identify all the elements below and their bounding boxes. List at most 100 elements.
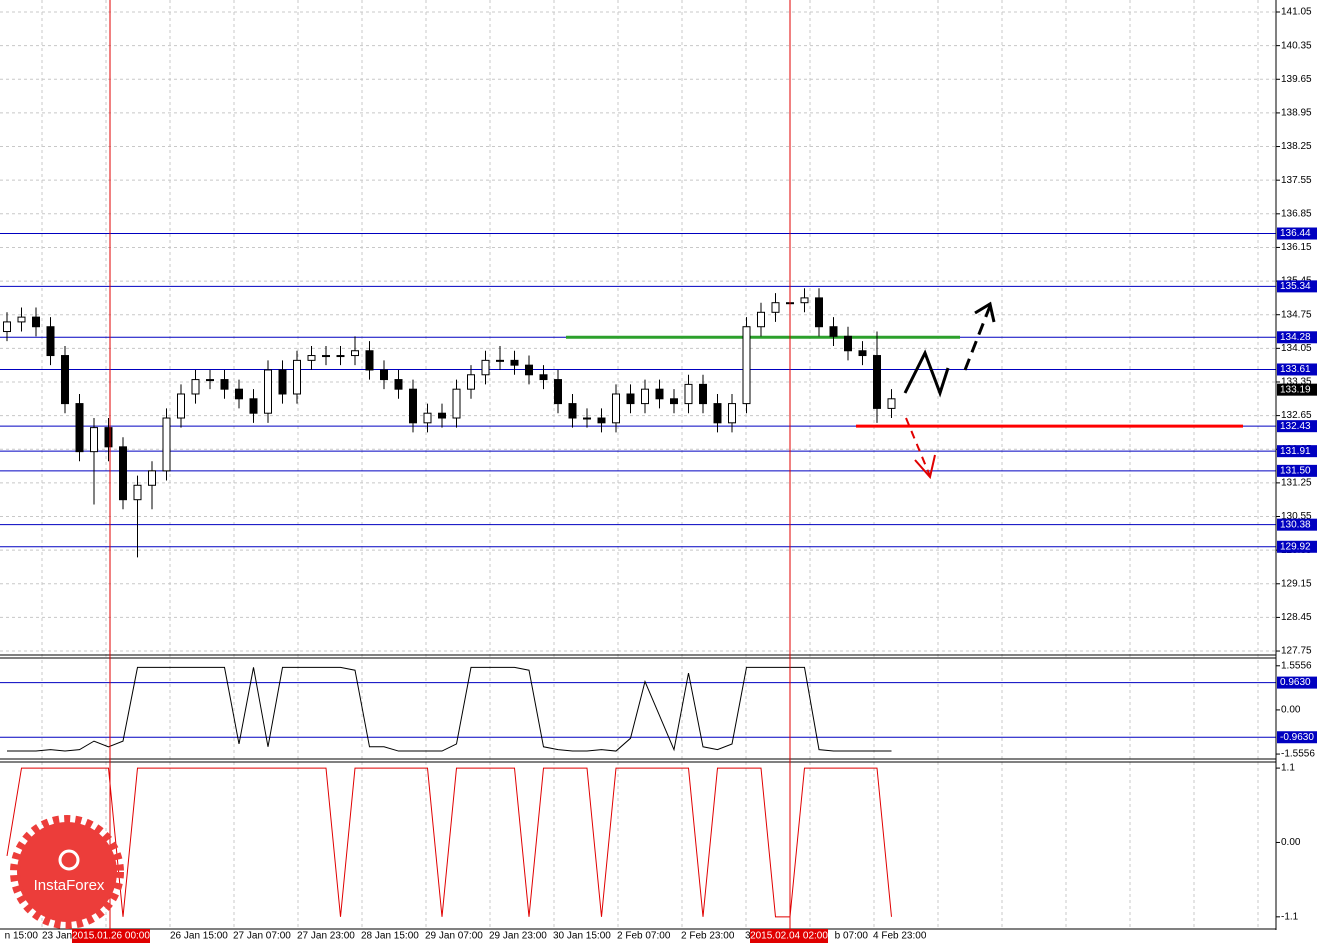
x-tick-label: 2 Feb 07:00: [617, 931, 671, 942]
candle-body: [568, 403, 577, 419]
x-tick-label: 29 Jan 07:00: [425, 931, 483, 942]
y-tick-label: 140.35: [1281, 40, 1312, 51]
candle-body: [670, 398, 678, 405]
candle-body: [177, 393, 185, 419]
time-marker-box: [750, 929, 828, 943]
candle-body: [641, 388, 649, 405]
candle-body: [293, 359, 301, 395]
candle-body: [133, 484, 142, 501]
y-tick-label: 133.35: [1281, 377, 1312, 388]
candle-body: [757, 311, 765, 328]
candle-body: [481, 359, 490, 376]
y-tick-label: 141.05: [1281, 7, 1312, 18]
logo-text: InstaForex: [34, 877, 105, 894]
candle-body: [699, 383, 707, 405]
level-label: 131.50: [1280, 466, 1311, 477]
y-tick-label: 127.75: [1281, 646, 1312, 657]
axis-labels: 127.75128.45129.15129.85130.55131.25131.…: [1276, 7, 1317, 922]
time-marker-label: 2015.02.04 02:00: [750, 931, 828, 942]
level-label-box: [1277, 676, 1317, 689]
candle-body: [510, 359, 519, 366]
x-tick-label: 29 Jan 23:00: [489, 931, 547, 942]
candle-body: [728, 403, 736, 424]
candle-body: [815, 297, 823, 328]
x-tick-label: 28 Jan 15:00: [361, 931, 419, 942]
level-label-box: [1277, 331, 1317, 344]
candle-body: [713, 403, 722, 424]
level-label-box: [1277, 464, 1317, 477]
candle-body: [119, 446, 127, 501]
candle-body: [148, 470, 156, 486]
x-tick-label: n 15:00: [5, 931, 39, 942]
y-tick-label: 0.00: [1281, 705, 1301, 716]
x-tick-label: 2 Feb 23:00: [681, 931, 735, 942]
level-label-box: [1277, 420, 1317, 433]
arrow-head: [914, 454, 936, 480]
candle-body: [46, 326, 55, 357]
candle-body: [655, 388, 664, 400]
candle-body: [220, 379, 229, 390]
y-tick-label: 139.65: [1281, 74, 1312, 85]
candle-body: [887, 398, 896, 409]
level-label: 131.91: [1280, 446, 1311, 457]
candle-body: [612, 393, 620, 424]
y-tick-label: 136.85: [1281, 208, 1312, 219]
level-label: -0.9630: [1280, 732, 1314, 743]
candle-body: [264, 369, 272, 414]
candle-body: [322, 355, 330, 358]
candle-body: [336, 355, 345, 358]
candle-body: [829, 326, 838, 337]
logo-badge: [17, 822, 117, 922]
x-tick-label: 3: [745, 931, 751, 942]
candle-body: [394, 379, 403, 390]
candle-body: [554, 379, 562, 405]
y-tick-label: 138.95: [1281, 108, 1312, 119]
y-tick-label: 137.55: [1281, 175, 1312, 186]
candle-body: [525, 364, 533, 376]
logo-icon: [58, 849, 80, 871]
candle-body: [235, 388, 243, 400]
indicator-line: [7, 666, 892, 752]
y-tick-label: 128.45: [1281, 612, 1312, 623]
logo-teeth: [10, 815, 124, 929]
candle-body: [771, 302, 780, 313]
level-label-box: [1277, 540, 1317, 553]
candle-body: [496, 359, 504, 362]
x-axis: n 15:00 23 Jan 26 Jan 15:00 27 Jan 07:00…: [5, 929, 927, 943]
candle-body: [206, 379, 214, 382]
y-tick-label: 134.75: [1281, 309, 1312, 320]
candle-body: [467, 374, 475, 390]
level-label-box: [1277, 445, 1317, 458]
candle-body: [61, 355, 69, 405]
indicator-line: [6, 767, 892, 918]
x-tick-label: 27 Jan 07:00: [233, 931, 291, 942]
level-label: 130.38: [1280, 519, 1311, 530]
logo: InstaForex: [10, 815, 124, 929]
candle-body: [742, 326, 751, 405]
y-tick-label: 129.15: [1281, 578, 1312, 589]
candle-body: [249, 398, 258, 414]
forecast-arrow: [963, 305, 992, 371]
candle-body: [3, 321, 11, 333]
y-tick-label: 130.55: [1281, 511, 1312, 522]
level-label: 133.61: [1280, 364, 1311, 375]
candle-body: [380, 369, 388, 381]
level-label: 135.34: [1280, 281, 1311, 292]
y-tick-label: 1.1: [1281, 763, 1295, 774]
time-marker-label: 2015.01.26 00:00: [72, 931, 150, 942]
candle-body: [32, 316, 40, 328]
candle-body: [307, 355, 316, 361]
grid: [0, 0, 1276, 929]
y-tick-label: 138.25: [1281, 141, 1312, 152]
level-label-box: [1277, 227, 1317, 240]
candle-body: [873, 355, 881, 409]
candle-body: [452, 388, 461, 419]
candle-body: [844, 335, 852, 352]
y-tick-label: 0.00: [1281, 837, 1301, 848]
candle-body: [858, 350, 867, 357]
x-tick-label: 4 Feb 23:00: [873, 931, 927, 942]
price-label-box: [1277, 383, 1317, 396]
candle-body: [75, 403, 84, 453]
